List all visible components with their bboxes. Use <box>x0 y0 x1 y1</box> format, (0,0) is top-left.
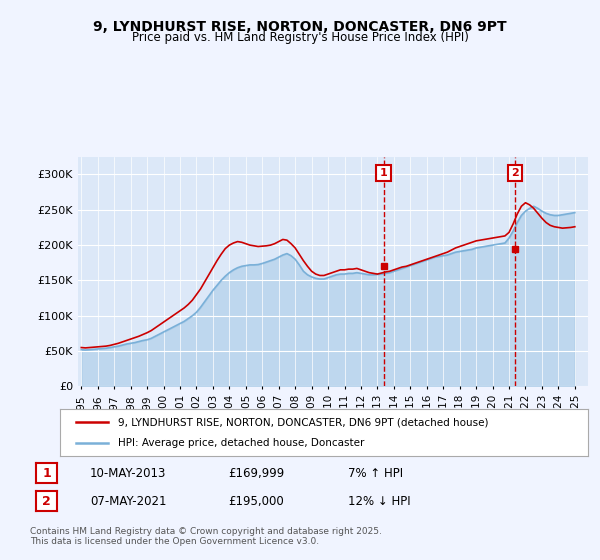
Text: 07-MAY-2021: 07-MAY-2021 <box>90 494 167 508</box>
Text: 9, LYNDHURST RISE, NORTON, DONCASTER, DN6 9PT: 9, LYNDHURST RISE, NORTON, DONCASTER, DN… <box>93 20 507 34</box>
Text: 7% ↑ HPI: 7% ↑ HPI <box>348 466 403 480</box>
Text: Price paid vs. HM Land Registry's House Price Index (HPI): Price paid vs. HM Land Registry's House … <box>131 31 469 44</box>
Text: Contains HM Land Registry data © Crown copyright and database right 2025.
This d: Contains HM Land Registry data © Crown c… <box>30 526 382 546</box>
Text: 2: 2 <box>42 494 51 508</box>
Text: £195,000: £195,000 <box>228 494 284 508</box>
Text: 2: 2 <box>511 168 519 178</box>
Text: 12% ↓ HPI: 12% ↓ HPI <box>348 494 410 508</box>
Text: £169,999: £169,999 <box>228 466 284 480</box>
Text: 1: 1 <box>380 168 388 178</box>
Text: 9, LYNDHURST RISE, NORTON, DONCASTER, DN6 9PT (detached house): 9, LYNDHURST RISE, NORTON, DONCASTER, DN… <box>118 417 488 427</box>
Text: HPI: Average price, detached house, Doncaster: HPI: Average price, detached house, Donc… <box>118 438 364 448</box>
Text: 1: 1 <box>42 466 51 480</box>
Text: 10-MAY-2013: 10-MAY-2013 <box>90 466 166 480</box>
